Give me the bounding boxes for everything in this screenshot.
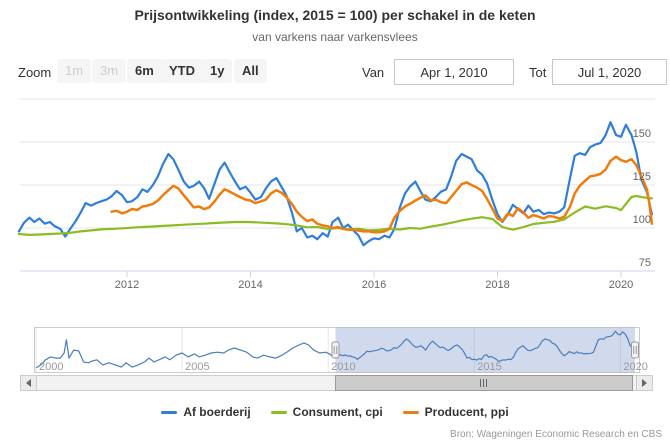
series-line-2 (110, 155, 654, 234)
scrollbar-thumb[interactable] (335, 375, 633, 391)
zoom-label: Zoom (18, 65, 52, 80)
arrow-left-icon (26, 379, 31, 387)
scrollbar-right-button[interactable] (636, 375, 653, 391)
x-axis-label: 2014 (238, 279, 262, 291)
to-date-input[interactable] (552, 59, 667, 85)
from-date-label: Van (362, 65, 385, 80)
x-axis-label: 2020 (609, 279, 633, 291)
page-title: Prijsontwikkeling (index, 2015 = 100) pe… (134, 7, 536, 23)
from-date-input[interactable] (394, 59, 514, 85)
scrollbar-grip-icon (480, 379, 487, 387)
zoom-button-6m[interactable]: 6m (127, 59, 162, 83)
navigator-axis-label: 2000 (39, 361, 63, 373)
legend-item-producent-ppi[interactable]: Producent, ppi (402, 405, 509, 419)
arrow-right-icon (642, 379, 647, 387)
y-axis-label: 125 (633, 171, 651, 183)
navigator-axis-label: 2020 (623, 361, 647, 373)
x-axis-label: 2016 (362, 279, 386, 291)
zoom-button-1m: 1m (57, 59, 92, 83)
zoom-button-1y[interactable]: 1y (202, 59, 233, 83)
line-marker-icon (161, 410, 178, 414)
x-axis-label: 2018 (485, 279, 509, 291)
legend-label: Consument, cpi (292, 405, 383, 419)
legend-label: Af boerderij (183, 405, 251, 419)
y-axis-label: 100 (633, 214, 651, 226)
y-axis-label: 150 (633, 128, 651, 140)
legend: Af boerderij Consument, cpi Producent, p… (0, 405, 670, 419)
zoom-button-ytd[interactable]: YTD (161, 59, 203, 83)
credits: Bron: Wageningen Economic Research en CB… (450, 429, 662, 440)
legend-item-consument-cpi[interactable]: Consument, cpi (270, 405, 383, 419)
navigator-axis-label: 2015 (477, 361, 501, 373)
navigator: 2000 2005 2010 2015 2020 (34, 327, 648, 373)
zoom-button-3m: 3m (92, 59, 127, 83)
series-line-1 (17, 194, 654, 236)
x-axis-label: 2012 (115, 279, 139, 291)
legend-item-af-boerderij[interactable]: Af boerderij (161, 405, 251, 419)
range-selector: Zoom 1m 3m 6m YTD 1y All Van Tot (0, 59, 670, 87)
navigator-right-handle[interactable] (631, 341, 639, 359)
to-date-label: Tot (529, 65, 547, 80)
navigator-series-line (35, 330, 636, 369)
zoom-button-all[interactable]: All (234, 59, 267, 83)
navigator-left-handle[interactable] (331, 341, 340, 359)
scrollbar-left-button[interactable] (20, 375, 37, 391)
series-line-0 (17, 121, 654, 247)
navigator-axis-label: 2010 (331, 361, 355, 373)
line-marker-icon (402, 410, 419, 414)
line-marker-icon (270, 410, 287, 414)
page-subtitle: van varkens naar varkensvlees (252, 30, 418, 44)
navigator-axis-label: 2005 (185, 361, 209, 373)
y-axis-label: 75 (639, 257, 651, 269)
legend-label: Producent, ppi (424, 405, 509, 419)
scrollbar (20, 375, 653, 391)
